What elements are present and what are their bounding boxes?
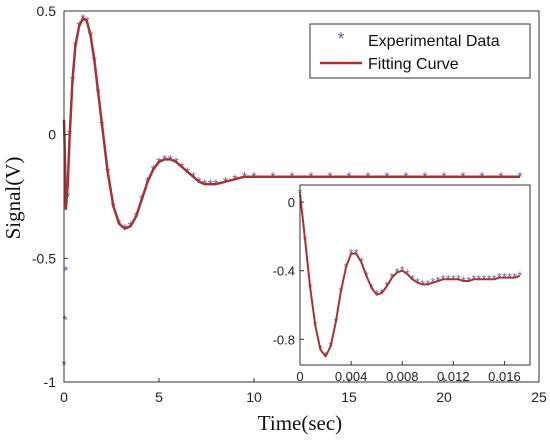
fit-curve-line [299,193,521,358]
x-axis-title: Time(sec) [258,411,342,435]
y-tick-label: -0.4 [273,264,295,279]
x-tick-label: 0.008 [386,369,419,384]
x-tick-label: 10 [246,389,262,405]
data-point: * [62,312,68,328]
x-tick-label: 25 [531,389,547,405]
x-tick-label: 15 [341,389,357,405]
data-point: * [517,269,522,283]
y-axis-title: Signal(V) [1,157,25,240]
legend-asterisk-icon: * [337,29,344,49]
inset-background [300,185,530,365]
fit-curve-line [62,17,520,230]
legend-label-fitting: Fitting Curve [368,56,459,73]
legend-box [309,23,531,79]
x-tick-label: 0.004 [335,369,368,384]
x-tick-label: 0.016 [488,369,521,384]
inset-frame [299,184,531,366]
main-plot-frame [63,10,540,383]
x-tick-label: 0.012 [437,369,470,384]
inset-axis-ticks: 0 0.004 0.008 0.012 0.016 0 -0.4 -0.8 [273,195,521,384]
x-tick-label: 0 [296,369,303,384]
main-axis-ticks: 0 5 10 15 20 25 0.5 0 -0.5 -1 [32,3,547,405]
y-tick-label: 0.5 [37,3,57,19]
data-point: * [517,169,523,185]
y-tick-label: 0 [288,195,295,210]
legend: * Experimental Data Fitting Curve [309,23,531,79]
y-tick-label: -0.8 [273,332,295,347]
x-tick-label: 0 [60,389,68,405]
inset-plot-marks: ***** ****** **** * * ** * * * * * * * * * * * * * * * * * * * * *… [298,187,523,364]
y-tick-label: -1 [44,374,57,390]
y-tick-label: -0.5 [32,250,56,266]
legend-label-experimental: Experimental Data [368,33,500,50]
main-plot-marks: ***************** * ***** * * * * * * * * * * * * * * * * *… [61,10,523,372]
x-tick-label: 5 [155,389,163,405]
data-point: * [63,263,69,279]
inset-plot: ***** ****** **** * * ** * * * * * * * * * * * * * * * * * * * * *… [273,184,531,384]
y-tick-label: 0 [48,127,56,143]
x-tick-label: 20 [436,389,452,405]
